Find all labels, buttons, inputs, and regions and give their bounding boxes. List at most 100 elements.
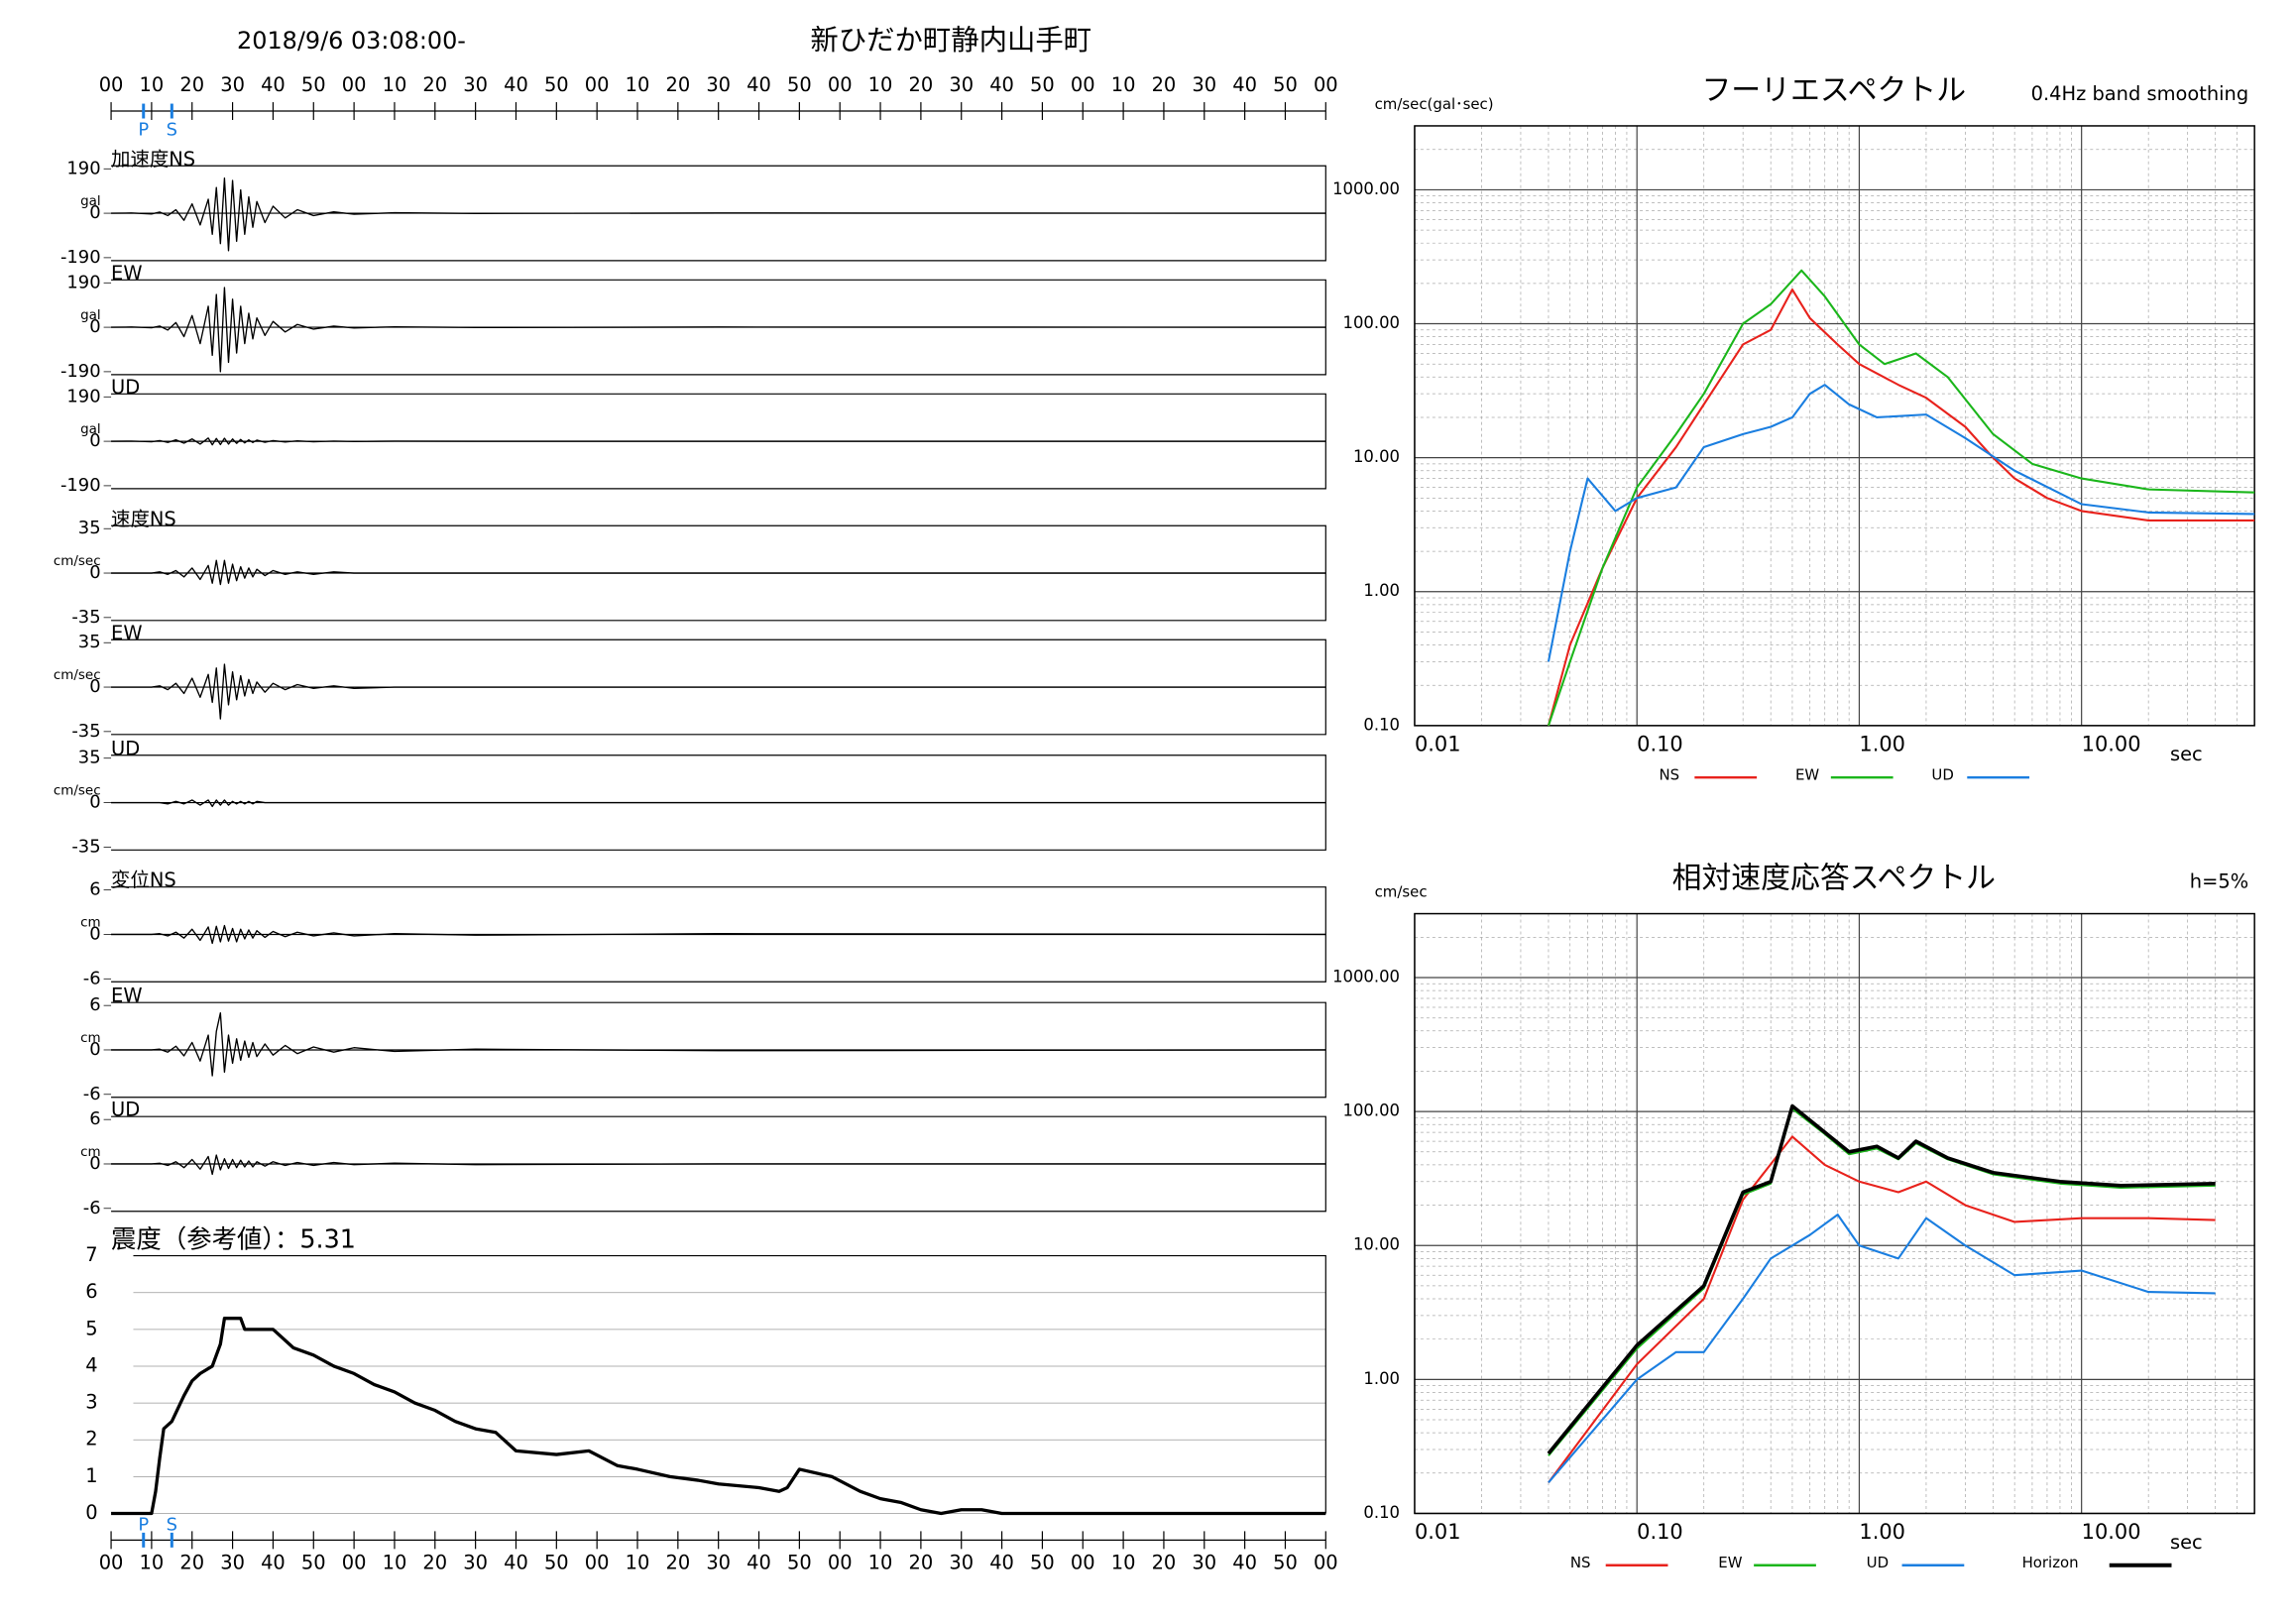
chart-title: 震度（参考値）：5.31 bbox=[111, 1224, 356, 1254]
spectrum-line bbox=[1548, 1214, 2216, 1484]
y-tick-label: 35 bbox=[78, 518, 101, 538]
plot-frame bbox=[1414, 125, 2255, 727]
time-tick-label: 10 bbox=[383, 73, 407, 96]
intensity-line bbox=[111, 1317, 1326, 1516]
y-tick-label: -6 bbox=[83, 1198, 101, 1218]
trace-label: UD bbox=[111, 1099, 140, 1121]
time-tick-label: 50 bbox=[544, 1552, 569, 1574]
y-tick-label: 100.00 bbox=[1343, 313, 1400, 332]
y-tick-label: -190 bbox=[60, 361, 101, 382]
chart-title: フーリエスペクトル bbox=[1701, 73, 1966, 108]
time-tick-label: 00 bbox=[828, 73, 853, 96]
time-tick-label: 40 bbox=[1232, 1552, 1257, 1574]
time-tick-label: 20 bbox=[665, 1552, 690, 1574]
time-tick-label: 30 bbox=[220, 73, 245, 96]
time-tick-label: 00 bbox=[342, 1552, 367, 1574]
y-tick-label: 6 bbox=[85, 1280, 97, 1303]
y-tick-label: 0 bbox=[89, 430, 100, 451]
time-tick-label: 00 bbox=[1314, 73, 1338, 96]
x-tick-label: 0.01 bbox=[1415, 1520, 1461, 1544]
waveform bbox=[111, 1011, 1326, 1077]
y-tick-label: 10.00 bbox=[1353, 1235, 1400, 1254]
y-tick-label: 1.00 bbox=[1363, 1369, 1400, 1388]
legend-label: EW bbox=[1718, 1554, 1742, 1571]
time-tick-label: 10 bbox=[1111, 1552, 1136, 1574]
y-tick-label: 1 bbox=[85, 1464, 97, 1487]
time-tick-label: 50 bbox=[1273, 73, 1298, 96]
trace-unit: cm bbox=[80, 916, 100, 931]
chart-subtitle: 0.4Hz band smoothing bbox=[2031, 82, 2249, 105]
spectrum-line bbox=[1547, 288, 2255, 727]
time-tick-label: 20 bbox=[422, 73, 447, 96]
trace-label: UD bbox=[111, 376, 140, 399]
time-tick-label: 40 bbox=[261, 73, 286, 96]
time-tick-label: 20 bbox=[665, 73, 690, 96]
y-tick-label: -190 bbox=[60, 475, 101, 496]
trace-unit: cm/sec bbox=[54, 668, 101, 683]
trace-unit: cm bbox=[80, 1145, 100, 1160]
y-tick-label: -6 bbox=[83, 968, 101, 988]
legend-label: NS bbox=[1570, 1554, 1591, 1571]
y-tick-label: -35 bbox=[71, 721, 100, 742]
waveform bbox=[111, 799, 1326, 808]
time-tick-label: 10 bbox=[626, 73, 650, 96]
x-tick-label: 0.01 bbox=[1415, 732, 1461, 755]
y-tick-label: 6 bbox=[89, 994, 100, 1015]
time-tick-label: 00 bbox=[1071, 73, 1095, 96]
y-tick-label: -190 bbox=[60, 247, 101, 268]
x-tick-label: 1.00 bbox=[1859, 1520, 1905, 1544]
time-tick-label: 20 bbox=[909, 1552, 934, 1574]
legend-label: Horizon bbox=[2022, 1554, 2079, 1571]
y-axis-label: cm/sec(gal･sec) bbox=[1375, 95, 1494, 113]
x-axis-label: sec bbox=[2170, 743, 2203, 765]
spectrum-line bbox=[1547, 269, 2255, 727]
x-tick-label: 1.00 bbox=[1859, 732, 1905, 755]
time-tick-label: 50 bbox=[1030, 1552, 1055, 1574]
y-tick-label: 2 bbox=[85, 1428, 97, 1450]
time-tick-label: 50 bbox=[544, 73, 569, 96]
trace-unit: cm bbox=[80, 1031, 100, 1046]
time-tick-label: 00 bbox=[828, 1552, 853, 1574]
y-tick-label: 1.00 bbox=[1363, 581, 1400, 600]
y-tick-label: 0 bbox=[89, 1039, 100, 1060]
trace-label: 変位NS bbox=[111, 869, 176, 891]
time-tick-label: 30 bbox=[463, 73, 488, 96]
trace-label: EW bbox=[111, 985, 142, 1007]
legend-label: NS bbox=[1659, 766, 1679, 784]
waveform bbox=[111, 924, 1326, 945]
y-tick-label: 0 bbox=[89, 923, 100, 944]
y-axis-label: cm/sec bbox=[1375, 883, 1428, 901]
phase-marker-label: P bbox=[138, 119, 149, 140]
y-tick-label: 0.10 bbox=[1363, 715, 1400, 734]
time-tick-label: 00 bbox=[99, 73, 124, 96]
time-tick-label: 20 bbox=[1152, 73, 1177, 96]
y-tick-label: 0.10 bbox=[1363, 1503, 1400, 1522]
x-tick-label: 10.00 bbox=[2082, 1520, 2141, 1544]
time-tick-label: 10 bbox=[383, 1552, 407, 1574]
y-tick-label: 0 bbox=[89, 202, 100, 223]
y-tick-label: 190 bbox=[66, 386, 100, 406]
y-tick-label: 0 bbox=[89, 562, 100, 583]
trace-unit: cm/sec bbox=[54, 784, 101, 799]
time-tick-label: 50 bbox=[1030, 73, 1055, 96]
trace-label: EW bbox=[111, 622, 142, 644]
phase-marker-label: S bbox=[167, 1514, 177, 1535]
y-tick-label: 0 bbox=[89, 316, 100, 337]
time-tick-label: 40 bbox=[746, 1552, 771, 1574]
time-tick-label: 50 bbox=[301, 1552, 326, 1574]
time-tick-label: 40 bbox=[261, 1552, 286, 1574]
y-tick-label: 35 bbox=[78, 632, 101, 652]
y-tick-label: 1000.00 bbox=[1332, 968, 1400, 986]
station-name: 新ひだか町静内山手町 bbox=[810, 24, 1091, 57]
time-tick-label: 50 bbox=[787, 1552, 812, 1574]
waveform bbox=[111, 1154, 1326, 1176]
time-tick-label: 30 bbox=[706, 73, 731, 96]
trace-unit: gal bbox=[80, 422, 101, 437]
y-tick-label: 190 bbox=[66, 272, 100, 292]
chart-subtitle: h=5% bbox=[2190, 870, 2248, 893]
time-tick-label: 40 bbox=[989, 73, 1014, 96]
time-tick-label: 30 bbox=[949, 1552, 974, 1574]
record-datetime: 2018/9/6 03:08:00- bbox=[237, 27, 466, 55]
spectrum-line bbox=[1548, 1135, 2216, 1483]
